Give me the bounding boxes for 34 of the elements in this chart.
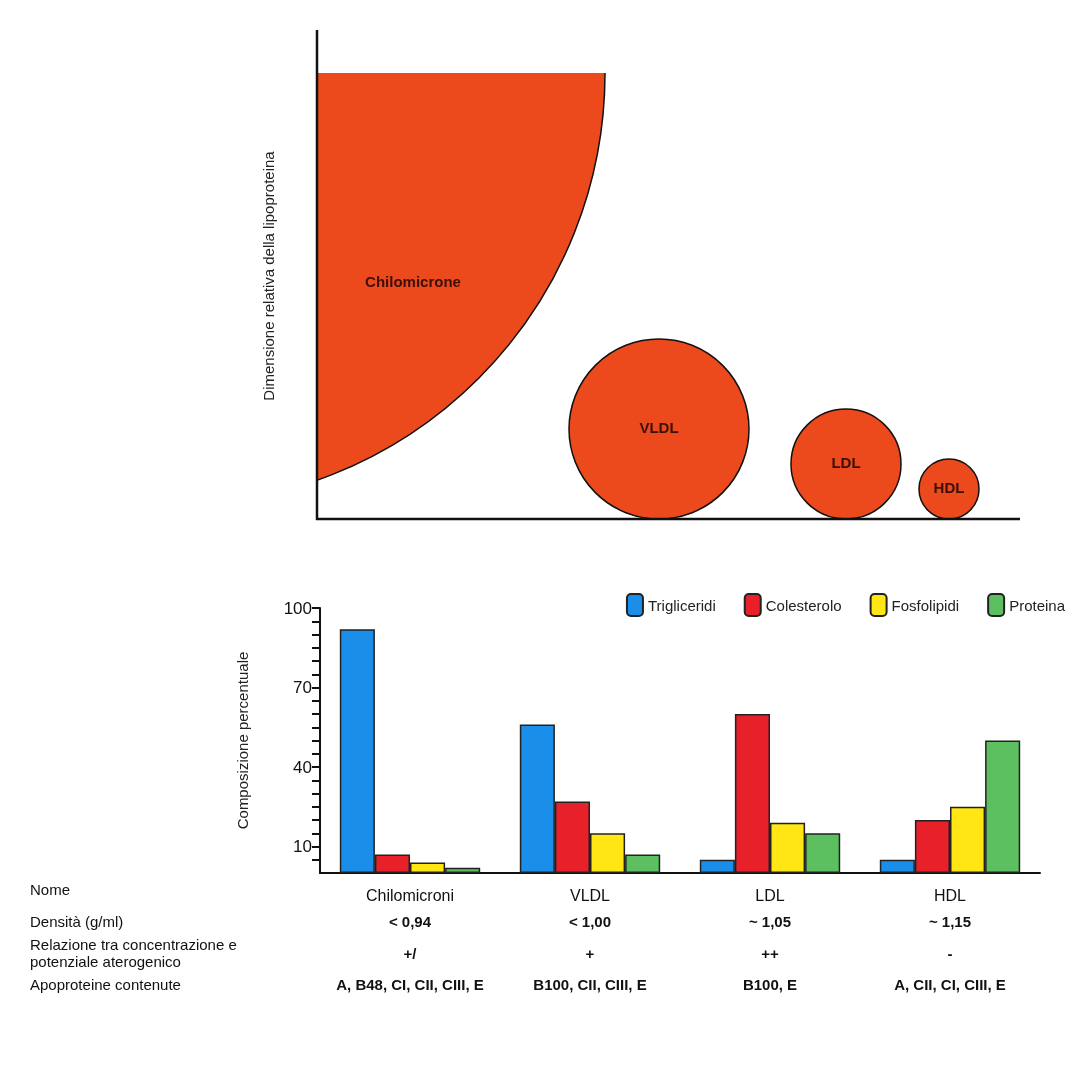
x-tick-label: VLDL — [569, 886, 611, 904]
x-tick-label: HDL — [933, 886, 967, 904]
text: Nome — [30, 881, 71, 898]
text: Dimensione relativa della lipoproteina — [259, 150, 277, 401]
text: < 1,00 — [567, 913, 613, 930]
text: A, B48, CI, CII, CIII, E — [335, 976, 485, 993]
text: B100, CII, CIII, E — [532, 976, 648, 993]
text: - — [946, 944, 954, 962]
y-tick-label: 100 — [283, 598, 312, 618]
text: LDL — [831, 453, 861, 471]
text: < 0,94 — [387, 913, 433, 930]
y-tick-label: 10 — [293, 837, 312, 856]
text: ++ — [760, 944, 780, 962]
text: + — [584, 944, 596, 962]
x-tick-label: Chilomicroni — [365, 886, 455, 904]
text: +/ — [402, 944, 418, 962]
text: VLDL — [639, 418, 679, 436]
y-tick-label: 70 — [293, 678, 312, 697]
y-axis-title: Composizione percentuale — [234, 651, 251, 830]
text: Chilomicrone — [365, 272, 461, 290]
text: Apoproteine contenute — [29, 976, 182, 993]
text: Densità (g/ml) — [29, 913, 125, 930]
legend-label: Trigliceridi — [647, 596, 716, 614]
text: A, CII, CI, CIII, E — [893, 976, 1007, 993]
y-tick-label: 40 — [293, 757, 312, 777]
legend-label: Proteina — [1009, 596, 1066, 614]
text: HDL — [933, 478, 965, 496]
text: Relazione tra concentrazione e potenziale aterogenico — [29, 936, 238, 970]
text: ~ 1,05 — [747, 913, 793, 930]
text: B100, E — [741, 976, 799, 993]
text: ~ 1,15 — [927, 913, 973, 930]
x-tick-label: LDL — [755, 886, 785, 904]
legend-label: Fosfolipidi — [891, 596, 960, 614]
legend-label: Colesterolo — [765, 596, 842, 614]
